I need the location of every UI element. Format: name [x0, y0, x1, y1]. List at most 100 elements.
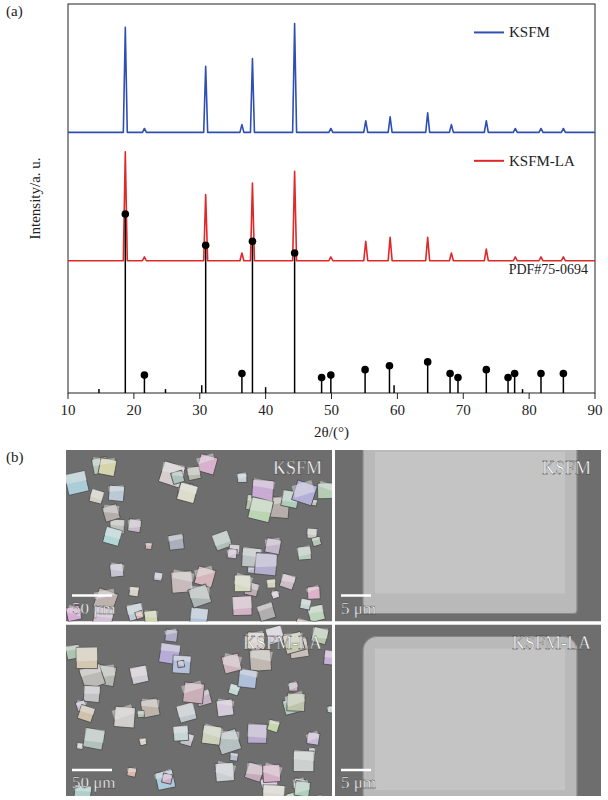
- crystal-face: [194, 566, 213, 578]
- crystal: [244, 762, 265, 783]
- x-tick-label: 60: [390, 402, 405, 418]
- crystal-face: [164, 628, 177, 634]
- crystal: [248, 724, 267, 743]
- crystal: [257, 602, 276, 621]
- crystal: [173, 726, 189, 742]
- reference-stick: [522, 389, 524, 393]
- x-tick-label: 40: [258, 402, 273, 418]
- reference-label: PDF#75-0694: [509, 262, 588, 277]
- crystal-face: [250, 498, 273, 513]
- crystal: [279, 573, 296, 590]
- crystal: [102, 527, 122, 547]
- crystal-face: [136, 611, 143, 616]
- crystal: [294, 781, 311, 796]
- reference-marker: [238, 370, 246, 378]
- crystal: [221, 653, 242, 674]
- reference-stick: [252, 241, 254, 393]
- reference-stick: [201, 385, 203, 393]
- crystal-face: [227, 548, 237, 556]
- crystal-face: [144, 610, 157, 617]
- crystal: [129, 665, 149, 685]
- crystal-face: [173, 725, 188, 733]
- crystal: [187, 466, 202, 481]
- crystal: [306, 732, 320, 746]
- crystal-face: [294, 750, 315, 761]
- reference-marker: [504, 374, 512, 382]
- x-tick-label: 50: [324, 402, 339, 418]
- crystal: [172, 655, 191, 674]
- crystal-face: [137, 710, 144, 714]
- x-tick: [529, 393, 530, 399]
- legend-swatch: [474, 31, 504, 33]
- crystal-face: [84, 728, 105, 743]
- crystal-face: [80, 705, 96, 715]
- crystal: [102, 504, 121, 523]
- panel-label: (b): [6, 449, 24, 466]
- crystal-face: [139, 738, 146, 741]
- crystal-face: [108, 485, 123, 491]
- crystal-face: [324, 650, 332, 659]
- crystal-face: [300, 598, 311, 605]
- crystal: [254, 552, 277, 575]
- crystal: [158, 461, 185, 488]
- crystal: [139, 738, 147, 746]
- x-tick-label: 10: [61, 402, 76, 418]
- crystal-face: [104, 505, 120, 514]
- crystal-face: [253, 478, 275, 489]
- crystal-face: [297, 545, 312, 556]
- scale-bar-label: 50 μm: [72, 773, 116, 792]
- crystal-face: [246, 763, 263, 775]
- scale-bar-label: 50 μm: [72, 599, 116, 618]
- crystal-face: [268, 720, 279, 725]
- crystal-face: [187, 467, 200, 475]
- crystal-face: [232, 596, 252, 610]
- crystal-face: [145, 543, 152, 546]
- reference-marker: [318, 374, 326, 382]
- crystal-face: [110, 563, 124, 572]
- crystal: [298, 546, 312, 560]
- crystal-face: [172, 471, 184, 476]
- scale-bar: [341, 594, 371, 597]
- crystal-face: [263, 763, 283, 778]
- x-tick: [68, 393, 69, 399]
- scale-bar-label: 5 μm: [341, 773, 376, 792]
- crystal: [108, 485, 125, 502]
- crystal-face: [247, 724, 267, 738]
- crystal: [300, 598, 312, 610]
- crystal: [83, 685, 100, 702]
- reference-stick: [427, 362, 429, 393]
- x-tick: [397, 393, 398, 399]
- crystal: [66, 471, 89, 496]
- crystal: [154, 572, 163, 581]
- reference-marker: [454, 374, 462, 382]
- crystal: [294, 619, 317, 622]
- crystal-face: [84, 686, 100, 694]
- crystal-face: [327, 705, 332, 710]
- x-tick: [265, 393, 266, 399]
- reference-stick: [393, 385, 395, 393]
- crystal-face: [293, 780, 310, 794]
- crystal: [168, 534, 184, 550]
- reference-stick: [294, 253, 296, 393]
- reference-marker: [446, 370, 454, 378]
- crystal: [76, 647, 97, 668]
- crystal-face: [312, 537, 321, 541]
- legend-swatch: [474, 160, 504, 162]
- crystal-face: [128, 519, 141, 528]
- crystal-face: [98, 458, 115, 465]
- reference-stick: [205, 245, 207, 393]
- crystal: [311, 536, 322, 547]
- crystal-face: [256, 602, 272, 612]
- crystal: [216, 699, 234, 717]
- crystal-face: [319, 481, 332, 492]
- crystal-face: [375, 649, 565, 791]
- reference-marker: [483, 366, 491, 374]
- reference-stick: [165, 389, 167, 393]
- scale-bar-label: 5 μm: [341, 599, 376, 618]
- reference-marker: [424, 358, 432, 366]
- crystal-face: [168, 533, 183, 541]
- crystal: [171, 470, 185, 484]
- crystal: [313, 795, 323, 796]
- crystal-face: [76, 647, 98, 661]
- crystal: [98, 458, 117, 477]
